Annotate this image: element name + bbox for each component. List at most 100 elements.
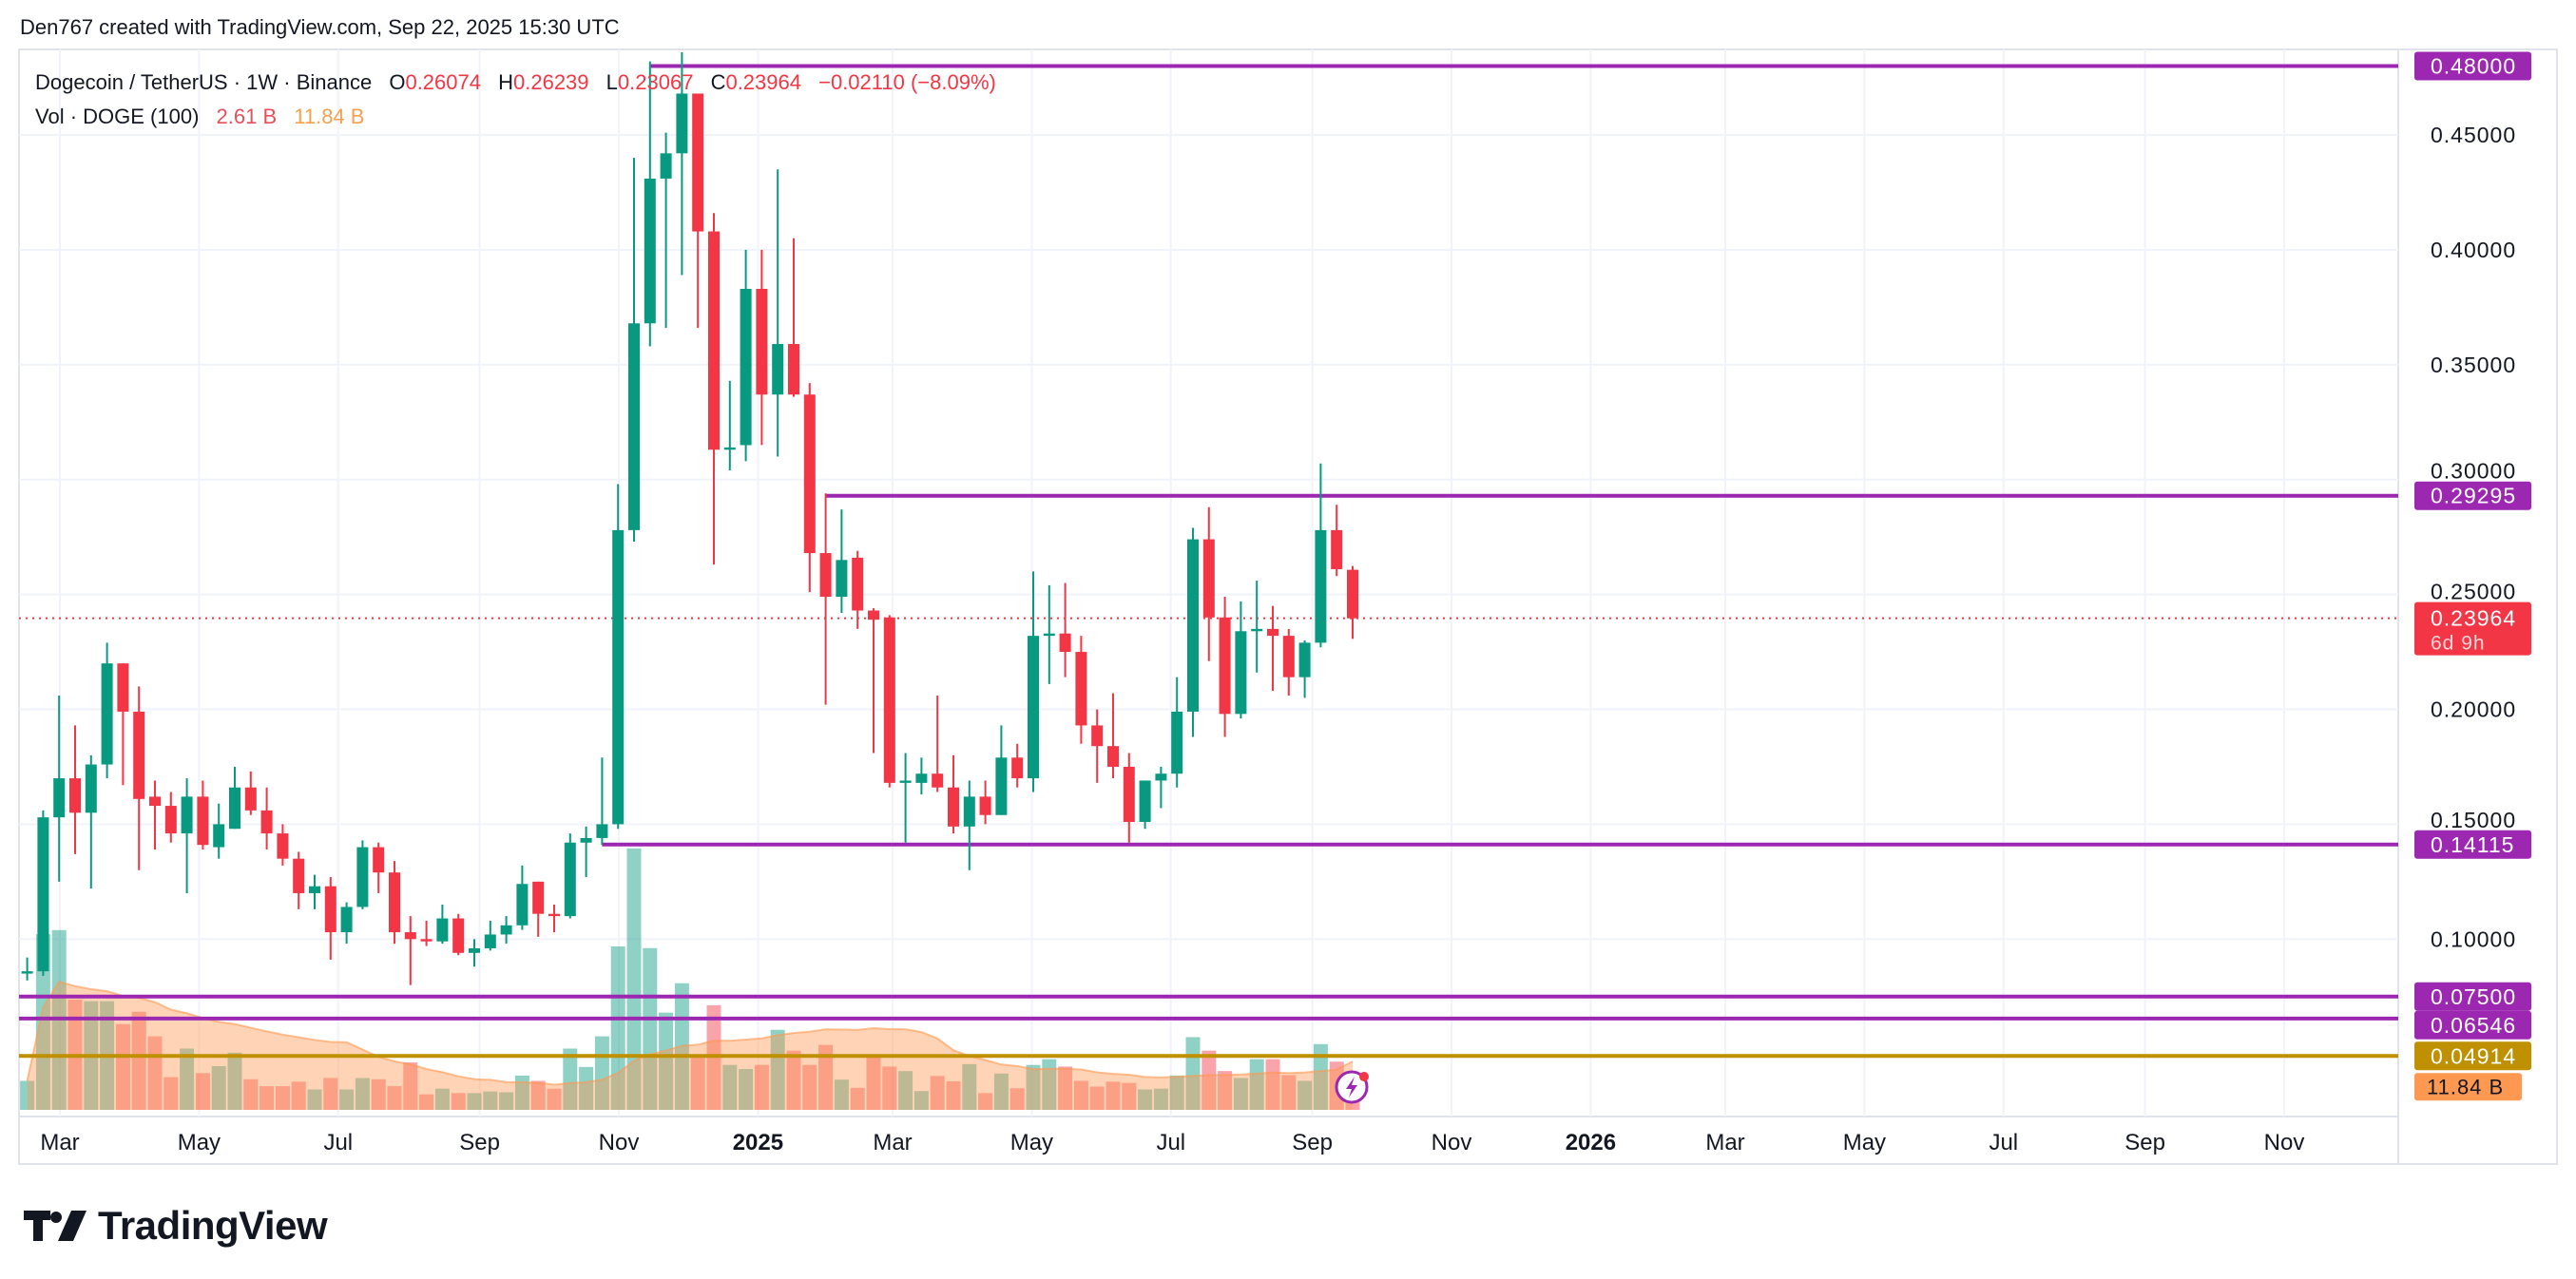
- volume-bar: [1169, 1075, 1184, 1110]
- volume-bar: [739, 1069, 754, 1110]
- lightning-icon[interactable]: [1335, 1070, 1369, 1104]
- level-price-label: 0.29295: [2431, 484, 2516, 508]
- price-tick-label: 0.30000: [2431, 459, 2516, 484]
- volume-bar: [722, 1064, 738, 1110]
- symbol-title[interactable]: Dogecoin / TetherUS · 1W · Binance: [35, 70, 373, 94]
- volume-bar: [866, 1055, 881, 1110]
- time-tick-label: Sep: [459, 1130, 500, 1155]
- tradingview-logo-icon: [24, 1211, 87, 1241]
- candle-body: [436, 918, 449, 942]
- candle-body: [37, 817, 49, 972]
- volume-bar: [195, 1073, 210, 1110]
- last-price-label: 0.23964: [2431, 606, 2516, 631]
- time-tick-label: May: [1010, 1130, 1053, 1155]
- volume-bar: [339, 1089, 355, 1110]
- volume-bar: [530, 1080, 546, 1110]
- time-tick-label: Jul: [1156, 1130, 1185, 1155]
- volume-bar: [659, 1012, 674, 1110]
- volume-bar: [690, 1057, 705, 1110]
- bar-countdown-label: 6d 9h: [2431, 633, 2486, 655]
- candle-body: [101, 663, 113, 765]
- volume-bar: [818, 1044, 834, 1110]
- candle-body: [676, 93, 688, 154]
- candle-body: [389, 872, 400, 933]
- high-label: H: [498, 70, 513, 94]
- candle-body: [1331, 529, 1343, 570]
- volume-bar: [547, 1088, 562, 1110]
- volume-bar: [20, 1080, 35, 1110]
- candle-body: [1219, 617, 1231, 715]
- candle-body: [596, 824, 608, 838]
- change-value: −0.02110 (−8.09%): [818, 70, 996, 94]
- volume-title[interactable]: Vol · DOGE (100): [35, 105, 200, 128]
- time-axis[interactable]: Mar May Jul Sep Nov 2025 Mar May Jul Sep Nov 2026 Ma…: [40, 1130, 2304, 1155]
- candle-body: [181, 796, 193, 834]
- time-tick-label: Mar: [40, 1130, 79, 1155]
- volume-bar: [563, 1048, 578, 1110]
- level-price-label: 0.04914: [2431, 1043, 2516, 1068]
- volume-bar: [163, 1077, 179, 1110]
- volume-bar: [898, 1071, 913, 1110]
- volume-bar: [1105, 1081, 1121, 1110]
- candle-body: [612, 529, 625, 825]
- volume-ma-badge: [2414, 1073, 2522, 1101]
- volume-bar: [754, 1064, 769, 1110]
- volume-bar: [323, 1078, 338, 1110]
- candle-body: [260, 810, 273, 834]
- price-axis[interactable]: 0.45000 0.40000 0.35000 0.30000 0.25000 0.200…: [2414, 51, 2531, 1101]
- time-tick-label: Nov: [599, 1130, 640, 1155]
- volume-bar: [993, 1073, 1009, 1110]
- candle-body: [373, 847, 385, 873]
- candle-body: [1043, 633, 1055, 637]
- time-tick-label: Mar: [873, 1130, 912, 1155]
- candle-body: [564, 842, 576, 917]
- candle-body: [1091, 725, 1104, 747]
- candle-body: [133, 711, 145, 799]
- open-value: 0.26074: [405, 70, 481, 94]
- candle-body: [692, 93, 704, 232]
- volume-bar: [610, 946, 625, 1110]
- candle-body: [1298, 642, 1311, 678]
- candle-body: [852, 557, 864, 611]
- time-tick-label: May: [1843, 1130, 1886, 1155]
- volume-bar: [1042, 1059, 1057, 1110]
- volume-bar: [1218, 1071, 1233, 1110]
- level-price-badge: [2414, 1041, 2531, 1071]
- candle-body: [69, 778, 81, 813]
- volume-bar: [1122, 1082, 1137, 1110]
- horizontal-levels[interactable]: [19, 64, 2398, 1059]
- level-price-label: 0.14115: [2431, 832, 2514, 857]
- volume-bar: [1281, 1075, 1297, 1110]
- candle-body: [708, 231, 720, 450]
- level-price-label: 0.07500: [2431, 984, 2516, 1009]
- tradingview-logo-text: TradingView: [98, 1203, 328, 1248]
- volume-bar: [1201, 1050, 1217, 1110]
- volume-bar: [35, 934, 50, 1110]
- level-price-badge: [2414, 51, 2531, 81]
- candle-body: [293, 858, 305, 893]
- ohlc-legend: Dogecoin / TetherUS · 1W · Binance O0.26…: [35, 70, 996, 95]
- last-price-badge: [2414, 601, 2531, 656]
- volume-bar: [1345, 1098, 1360, 1110]
- price-tick-label: 0.20000: [2431, 697, 2516, 722]
- volume-bar: [291, 1081, 306, 1110]
- time-tick-label: Mar: [1705, 1130, 1744, 1155]
- volume-bar: [1138, 1089, 1153, 1110]
- volume-value: 2.61 B: [216, 105, 278, 128]
- candle-body: [1202, 539, 1215, 618]
- price-tick-label: 0.10000: [2431, 926, 2516, 951]
- volume-bar: [882, 1066, 897, 1110]
- price-tick-label: 0.45000: [2431, 123, 2516, 147]
- open-label: O: [389, 70, 406, 94]
- candle-body: [788, 344, 799, 395]
- candle-body: [1171, 711, 1183, 774]
- volume-bar: [387, 1086, 402, 1110]
- tradingview-logo[interactable]: TradingView: [24, 1203, 328, 1249]
- candle-body: [1123, 766, 1135, 822]
- volume-bar: [579, 1066, 594, 1110]
- volume-legend: Vol · DOGE (100) 2.61 B 11.84 B: [35, 105, 364, 129]
- attribution-text: Den767 created with TradingView.com, Sep…: [20, 15, 620, 39]
- candle-body: [53, 778, 66, 818]
- candle-body: [1187, 539, 1199, 712]
